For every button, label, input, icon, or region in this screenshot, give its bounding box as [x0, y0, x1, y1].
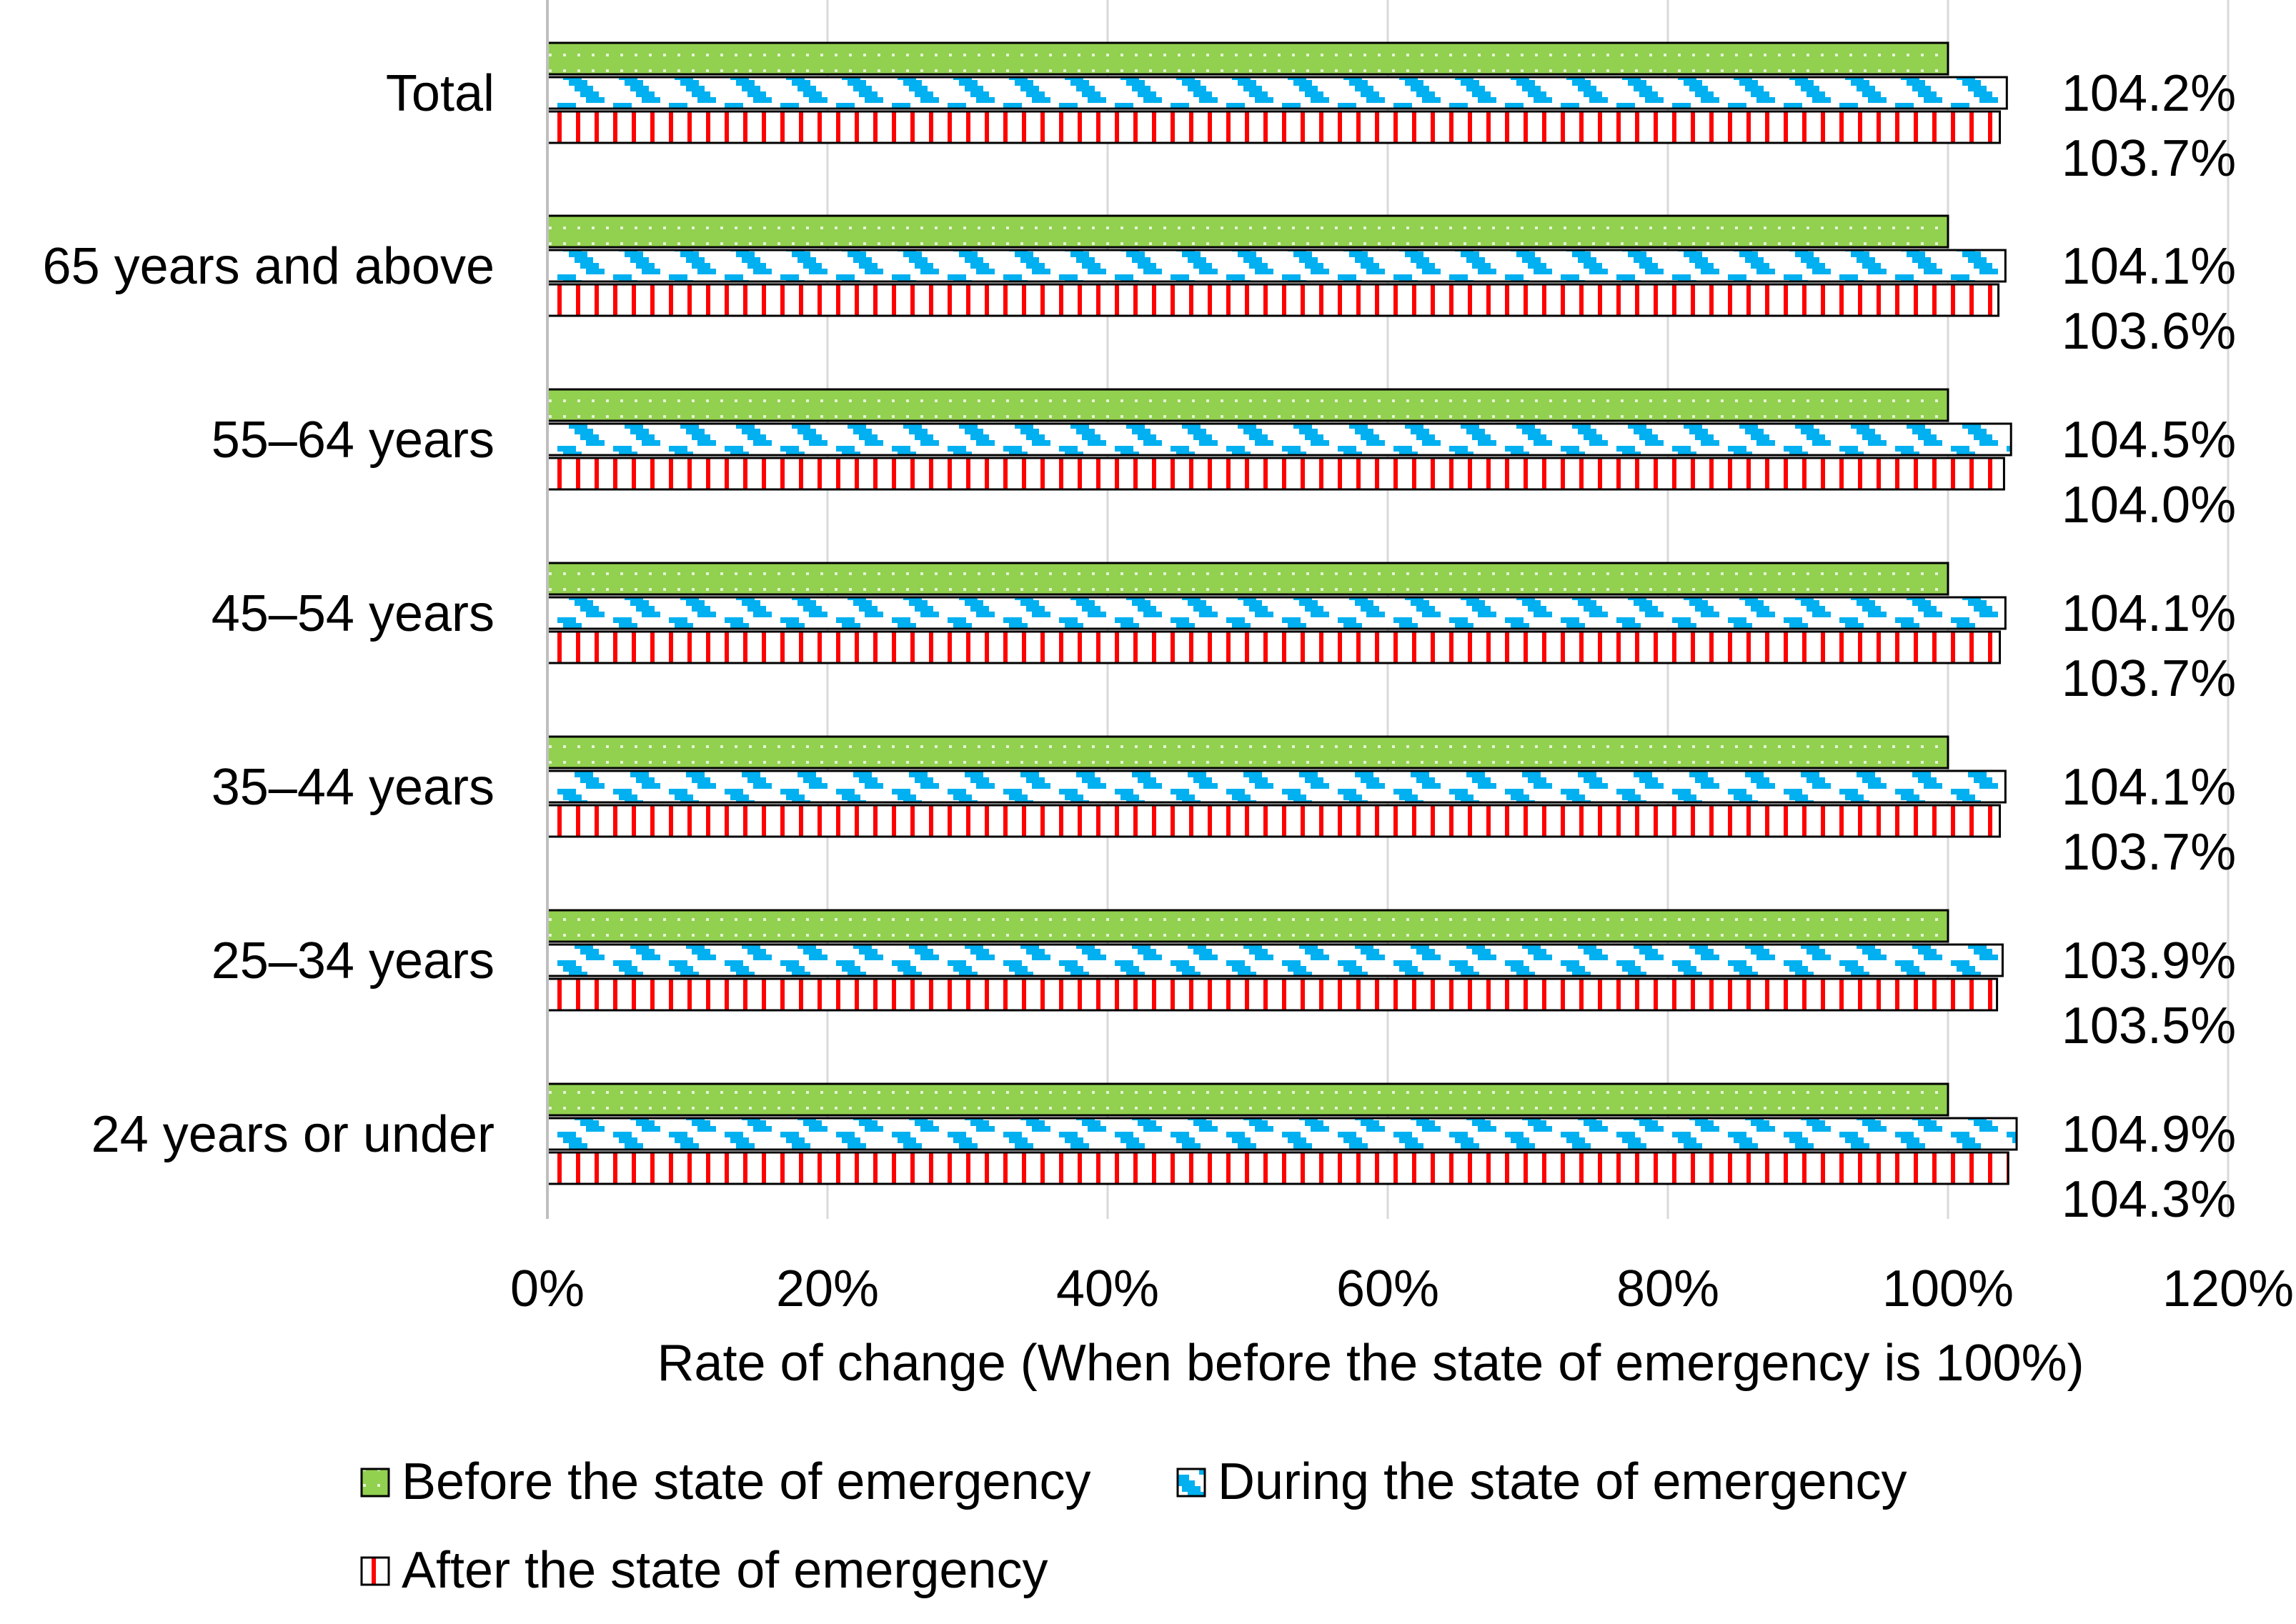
bar-after [546, 283, 2000, 317]
bar-before [546, 1082, 1949, 1117]
x-tick-label: 40% [1056, 1260, 1159, 1317]
legend-item-during: During the state of emergency [1176, 1453, 1907, 1510]
bar-during [546, 422, 2012, 457]
x-tick-label: 0% [510, 1260, 585, 1317]
x-tick-label: 20% [776, 1260, 879, 1317]
axes: 0% 20% 40% 60% 80% 100% 120% Total 65 years and … [43, 0, 2294, 1317]
data-label-after: 103.5% [2062, 997, 2236, 1055]
y-category-label: 45–54 years [212, 585, 495, 642]
data-label-after: 103.6% [2062, 303, 2236, 360]
bar-before [546, 562, 1949, 596]
legend-label: During the state of emergency [1218, 1453, 1907, 1510]
data-label-after: 103.7% [2062, 130, 2236, 187]
x-axis-title: Rate of change (When before the state of… [657, 1335, 2084, 1392]
bar-after [546, 457, 2005, 491]
x-tick-label: 120% [2162, 1260, 2294, 1317]
bar-after [546, 804, 2002, 838]
bar-during [546, 769, 2007, 804]
bar-after [546, 1151, 2009, 1185]
data-label-after: 104.0% [2062, 477, 2236, 534]
bar-before [546, 388, 1949, 422]
bars [546, 41, 2018, 1185]
x-tick-label: 80% [1616, 1260, 1719, 1317]
y-category-label: 55–64 years [212, 412, 495, 469]
legend: Before the state of emergency During the … [360, 1453, 1907, 1599]
y-category-label: Total [386, 65, 495, 122]
bar-after [546, 630, 2002, 664]
data-label-during: 104.1% [2062, 585, 2236, 642]
y-category-label: 25–34 years [212, 932, 495, 990]
x-tick-label: 60% [1336, 1260, 1439, 1317]
bar-before [546, 214, 1949, 249]
data-label-during: 104.2% [2062, 65, 2236, 122]
data-labels: 104.2% 103.7% 104.1% 103.6% 104.5% 104.0% 104.… [2062, 65, 2236, 1228]
data-label-after: 103.7% [2062, 824, 2236, 881]
legend-label: After the state of emergency [402, 1542, 1048, 1599]
legend-swatch [360, 1556, 390, 1586]
bar-before [546, 909, 1949, 943]
bar-before [546, 41, 1949, 76]
data-label-during: 104.5% [2062, 412, 2236, 469]
data-label-after: 103.7% [2062, 650, 2236, 707]
data-label-during: 103.9% [2062, 932, 2236, 990]
bar-during [546, 596, 2007, 630]
legend-item-before: Before the state of emergency [360, 1453, 1091, 1510]
bar-after [546, 110, 2002, 144]
bar-during [546, 249, 2007, 283]
bar-after [546, 977, 1999, 1012]
data-label-during: 104.9% [2062, 1106, 2236, 1163]
bar-before [546, 735, 1949, 769]
data-label-after: 104.3% [2062, 1171, 2236, 1228]
bar-during [546, 943, 2004, 977]
bar-during [546, 76, 2008, 110]
bar-during [546, 1117, 2018, 1151]
y-category-label: 35–44 years [212, 759, 495, 816]
data-label-during: 104.1% [2062, 759, 2236, 816]
legend-item-after: After the state of emergency [360, 1542, 1048, 1599]
legend-swatch [360, 1468, 390, 1498]
y-category-label: 24 years or under [91, 1106, 495, 1163]
data-label-during: 104.1% [2062, 238, 2236, 295]
y-category-label: 65 years and above [43, 238, 495, 295]
x-tick-label: 100% [1882, 1260, 2014, 1317]
legend-swatch [1176, 1468, 1206, 1498]
legend-label: Before the state of emergency [402, 1453, 1091, 1510]
